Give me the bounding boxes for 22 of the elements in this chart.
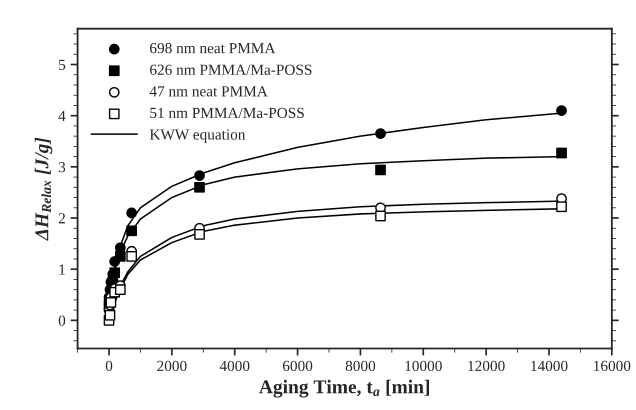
legend-label: 47 nm neat PMMA xyxy=(150,86,268,96)
x-tick-label: 16000 xyxy=(594,360,630,372)
y-tick-label: 1 xyxy=(59,264,65,274)
x-tick-label: 10000 xyxy=(406,360,442,372)
legend-label: 51 nm PMMA/Ma-POSS xyxy=(150,108,304,118)
x-tick-label: 4000 xyxy=(220,360,250,372)
y-tick-label: 4 xyxy=(58,110,66,121)
x-tick-label: 0 xyxy=(106,360,112,372)
y-tick-label: 2 xyxy=(58,213,65,224)
x-tick-label: 14000 xyxy=(531,360,568,372)
legend-label: 626 nm PMMA/Ma-POSS xyxy=(150,64,312,75)
y-axis-title: ΔH$_{Relax}$ [J/g] xyxy=(34,138,52,241)
x-tick-label: 8000 xyxy=(346,360,376,372)
x-tick-label: 6000 xyxy=(282,360,312,372)
x-axis-title: Aging Time, t$_{a}$ [min] xyxy=(259,380,430,398)
y-tick-label: 3 xyxy=(58,162,66,172)
y-tick-label: 5 xyxy=(59,60,66,70)
x-tick-label: 2000 xyxy=(157,360,187,372)
legend-label: KWW equation xyxy=(150,129,246,143)
y-tick-label: 0 xyxy=(58,316,66,326)
legend-label: 698 nm neat PMMA xyxy=(150,42,276,54)
x-tick-label: 12000 xyxy=(468,360,505,372)
